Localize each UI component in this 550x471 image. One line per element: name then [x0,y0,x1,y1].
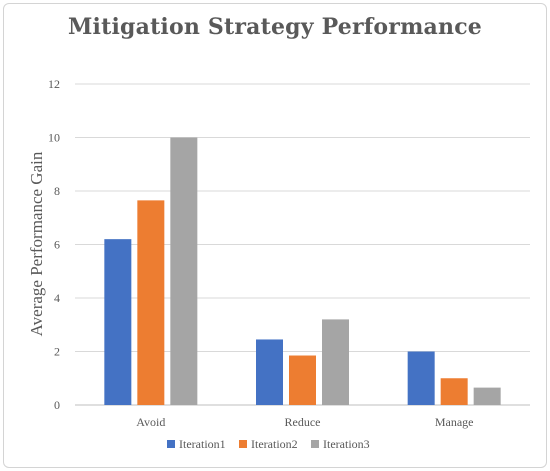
y-axis-label: Average Performance Gain [27,151,46,336]
y-tick-label: 2 [54,345,60,359]
x-tick-label: Reduce [285,415,321,429]
bar-iteration3-avoid [170,137,198,405]
bar-iteration2-reduce [289,355,316,405]
legend-swatch [167,440,175,448]
legend-label: Iteration1 [179,437,226,451]
y-tick-label: 10 [48,131,60,145]
bar-iteration3-manage [473,387,501,405]
bar-iteration1-avoid [104,239,132,405]
bars [104,137,501,405]
y-tick-label: 8 [54,184,60,198]
chart-title: Mitigation Strategy Performance [68,14,482,40]
y-tick-label: 0 [54,398,60,412]
legend-swatch [239,440,247,448]
legend: Iteration1 Iteration2 Iteration3 [167,437,370,451]
legend-swatch [311,440,319,448]
bar-iteration1-reduce [256,339,283,405]
bar-iteration1-manage [407,351,435,405]
x-tick-label: Manage [435,415,474,429]
legend-label: Iteration2 [251,437,298,451]
legend-label: Iteration3 [323,437,370,451]
y-tick-labels: 0 2 4 6 8 10 12 [48,77,60,412]
x-tick-label: Avoid [136,415,165,429]
x-tick-labels: Avoid Reduce Manage [136,415,473,429]
y-tick-label: 4 [54,291,60,305]
bar-iteration2-manage [440,378,468,405]
bar-iteration2-avoid [137,200,165,405]
y-tick-label: 12 [48,77,60,91]
bar-iteration3-reduce [322,319,349,405]
y-tick-label: 6 [54,238,60,252]
